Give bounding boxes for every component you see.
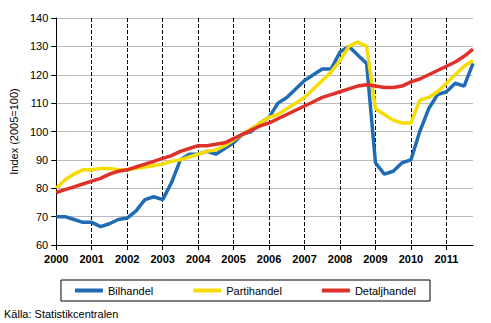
svg-text:110: 110	[31, 97, 49, 109]
svg-text:2010: 2010	[399, 253, 423, 265]
svg-text:2001: 2001	[79, 253, 103, 265]
svg-text:2008: 2008	[328, 253, 352, 265]
svg-text:100: 100	[30, 126, 48, 138]
svg-text:140: 140	[30, 12, 48, 24]
svg-text:2009: 2009	[363, 253, 387, 265]
svg-text:2002: 2002	[115, 253, 139, 265]
svg-text:80: 80	[36, 182, 48, 194]
svg-text:90: 90	[36, 154, 48, 166]
svg-text:Bilhandel: Bilhandel	[108, 285, 153, 297]
svg-text:2006: 2006	[257, 253, 281, 265]
svg-text:Källa: Statistikcentralen: Källa: Statistikcentralen	[4, 308, 118, 320]
svg-text:2004: 2004	[186, 253, 211, 265]
svg-text:Detaljhandel: Detaljhandel	[355, 285, 416, 297]
svg-text:60: 60	[36, 239, 48, 251]
svg-text:Index (2005=100): Index (2005=100)	[8, 88, 20, 175]
svg-text:2011: 2011	[434, 253, 458, 265]
svg-text:2000: 2000	[44, 253, 68, 265]
svg-text:2007: 2007	[292, 253, 316, 265]
svg-text:70: 70	[36, 211, 48, 223]
svg-text:130: 130	[30, 40, 48, 52]
svg-text:120: 120	[30, 69, 48, 81]
svg-text:2003: 2003	[150, 253, 174, 265]
svg-text:Partihandel: Partihandel	[226, 285, 282, 297]
svg-text:2005: 2005	[221, 253, 245, 265]
